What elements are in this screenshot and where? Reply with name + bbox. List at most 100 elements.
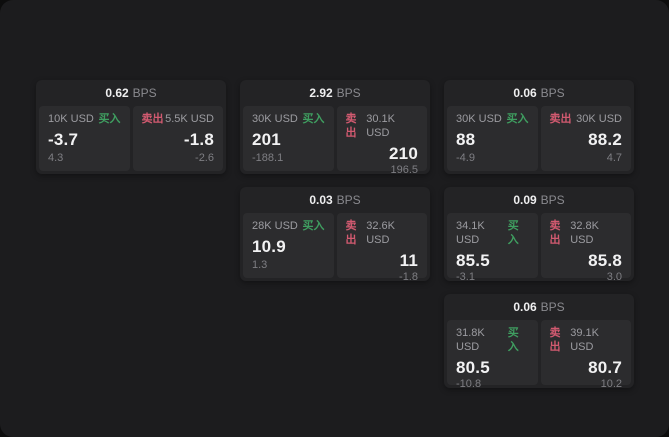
buy-panel[interactable]: 28K USD 买入 10.9 1.3: [243, 213, 334, 278]
bps-unit-label: BPS: [132, 86, 157, 100]
buy-price: 80.5: [456, 358, 490, 377]
buy-delta: 1.3: [252, 259, 268, 271]
bps-unit-label: BPS: [540, 193, 565, 207]
sell-delta: -2.6: [195, 152, 214, 164]
buy-price: -3.7: [48, 130, 79, 149]
quote-card: 0.06 BPS 30K USD 买入 88 -4.9 卖出 30K USD: [444, 80, 634, 174]
sell-side-label: 卖出: [549, 327, 561, 353]
sell-side-label: 卖出: [345, 220, 357, 246]
sell-delta: 4.7: [606, 152, 622, 164]
sell-amount: 5.5K USD: [165, 113, 214, 125]
sell-panel-top-row: 卖出 30K USD: [550, 112, 623, 126]
buy-side-label: 买入: [98, 113, 121, 125]
card-header: 0.09 BPS: [444, 187, 634, 213]
card-body: 31.8K USD 买入 80.5 -10.8 卖出 39.1K USD 80.…: [444, 320, 634, 390]
sell-panel-top-row: 卖出 30.1K USD: [346, 112, 419, 140]
buy-price: 10.9: [252, 237, 286, 256]
sell-panel[interactable]: 卖出 30K USD 88.2 4.7: [540, 106, 631, 171]
buy-delta: -10.8: [456, 378, 482, 390]
buy-amount: 34.1K USD: [456, 220, 485, 246]
sell-side-label: 卖出: [549, 220, 561, 246]
bps-unit-label: BPS: [540, 300, 565, 314]
buy-panel-top-row: 10K USD 买入: [48, 112, 121, 126]
card-header: 2.92 BPS: [240, 80, 430, 106]
sell-panel-top-row: 卖出 39.1K USD: [550, 326, 623, 354]
buy-panel-top-row: 30K USD 买入: [252, 112, 325, 126]
quote-card: 2.92 BPS 30K USD 买入 201 -188.1 卖出 30.1K …: [240, 80, 430, 176]
sell-price: 210: [389, 144, 418, 163]
sell-price: 88.2: [588, 130, 622, 149]
bps-unit-label: BPS: [336, 193, 361, 207]
sell-panel[interactable]: 卖出 32.6K USD 11 -1.8: [336, 213, 427, 283]
quote-card: 0.09 BPS 34.1K USD 买入 85.5 -3.1 卖出 32.8K…: [444, 187, 634, 283]
buy-panel-top-row: 31.8K USD 买入: [456, 326, 529, 354]
sell-panel[interactable]: 卖出 30.1K USD 210 196.5: [336, 106, 427, 176]
sell-panel[interactable]: 卖出 5.5K USD -1.8 -2.6: [132, 106, 223, 171]
quote-cards-grid: 0.62 BPS 10K USD 买入 -3.7 4.3 卖出 5.5K USD: [36, 80, 634, 390]
buy-amount: 30K USD: [456, 113, 502, 125]
bps-value: 0.03: [309, 193, 333, 207]
bps-value: 0.09: [513, 193, 537, 207]
sell-delta: -1.8: [399, 271, 418, 283]
sell-panel-top-row: 卖出 5.5K USD: [142, 112, 215, 126]
sell-amount: 30K USD: [576, 113, 622, 125]
sell-amount: 30.1K USD: [366, 113, 395, 139]
bps-value: 0.06: [513, 300, 537, 314]
sell-delta: 3.0: [606, 271, 622, 283]
bps-value: 0.06: [513, 86, 537, 100]
buy-panel-top-row: 28K USD 买入: [252, 219, 325, 233]
sell-side-label: 卖出: [345, 113, 357, 139]
bps-value: 2.92: [309, 86, 333, 100]
sell-panel[interactable]: 卖出 32.8K USD 85.8 3.0: [540, 213, 631, 283]
card-body: 30K USD 买入 88 -4.9 卖出 30K USD 88.2 4.7: [444, 106, 634, 174]
bps-value: 0.62: [105, 86, 129, 100]
sell-price: 85.8: [588, 251, 622, 270]
buy-amount: 28K USD: [252, 220, 298, 232]
buy-panel[interactable]: 30K USD 买入 201 -188.1: [243, 106, 334, 171]
bps-unit-label: BPS: [336, 86, 361, 100]
quote-card: 0.06 BPS 31.8K USD 买入 80.5 -10.8 卖出 39.1…: [444, 294, 634, 390]
sell-price: 11: [399, 251, 418, 270]
sell-amount: 32.8K USD: [570, 220, 599, 246]
buy-price: 88: [456, 130, 476, 149]
card-header: 0.06 BPS: [444, 294, 634, 320]
buy-side-label: 买入: [507, 220, 519, 246]
sell-panel-top-row: 卖出 32.6K USD: [346, 219, 419, 247]
buy-amount: 10K USD: [48, 113, 94, 125]
sell-panel-top-row: 卖出 32.8K USD: [550, 219, 623, 247]
buy-delta: -3.1: [456, 271, 475, 283]
buy-price: 201: [252, 130, 281, 149]
buy-side-label: 买入: [302, 113, 325, 125]
buy-panel[interactable]: 30K USD 买入 88 -4.9: [447, 106, 538, 171]
card-header: 0.62 BPS: [36, 80, 226, 106]
buy-price: 85.5: [456, 251, 490, 270]
buy-amount: 30K USD: [252, 113, 298, 125]
sell-side-label: 卖出: [549, 113, 572, 125]
sell-delta: 196.5: [390, 164, 418, 176]
card-body: 28K USD 买入 10.9 1.3 卖出 32.6K USD 11 -1.8: [240, 213, 430, 283]
quote-card: 0.62 BPS 10K USD 买入 -3.7 4.3 卖出 5.5K USD: [36, 80, 226, 174]
buy-side-label: 买入: [302, 220, 325, 232]
sell-side-label: 卖出: [141, 113, 164, 125]
sell-price: 80.7: [588, 358, 622, 377]
buy-panel[interactable]: 31.8K USD 买入 80.5 -10.8: [447, 320, 538, 390]
buy-panel[interactable]: 10K USD 买入 -3.7 4.3: [39, 106, 130, 171]
buy-panel-top-row: 30K USD 买入: [456, 112, 529, 126]
card-body: 10K USD 买入 -3.7 4.3 卖出 5.5K USD -1.8 -2.…: [36, 106, 226, 174]
buy-panel-top-row: 34.1K USD 买入: [456, 219, 529, 247]
sell-amount: 32.6K USD: [366, 220, 395, 246]
card-body: 34.1K USD 买入 85.5 -3.1 卖出 32.8K USD 85.8…: [444, 213, 634, 283]
bps-unit-label: BPS: [540, 86, 565, 100]
buy-side-label: 买入: [507, 327, 519, 353]
card-body: 30K USD 买入 201 -188.1 卖出 30.1K USD 210 1…: [240, 106, 430, 176]
sell-delta: 10.2: [600, 378, 622, 390]
card-header: 0.06 BPS: [444, 80, 634, 106]
buy-panel[interactable]: 34.1K USD 买入 85.5 -3.1: [447, 213, 538, 283]
buy-delta: 4.3: [48, 152, 64, 164]
buy-amount: 31.8K USD: [456, 327, 485, 353]
buy-delta: -4.9: [456, 152, 475, 164]
quote-card: 0.03 BPS 28K USD 买入 10.9 1.3 卖出 32.6K US…: [240, 187, 430, 283]
card-header: 0.03 BPS: [240, 187, 430, 213]
sell-panel[interactable]: 卖出 39.1K USD 80.7 10.2: [540, 320, 631, 390]
